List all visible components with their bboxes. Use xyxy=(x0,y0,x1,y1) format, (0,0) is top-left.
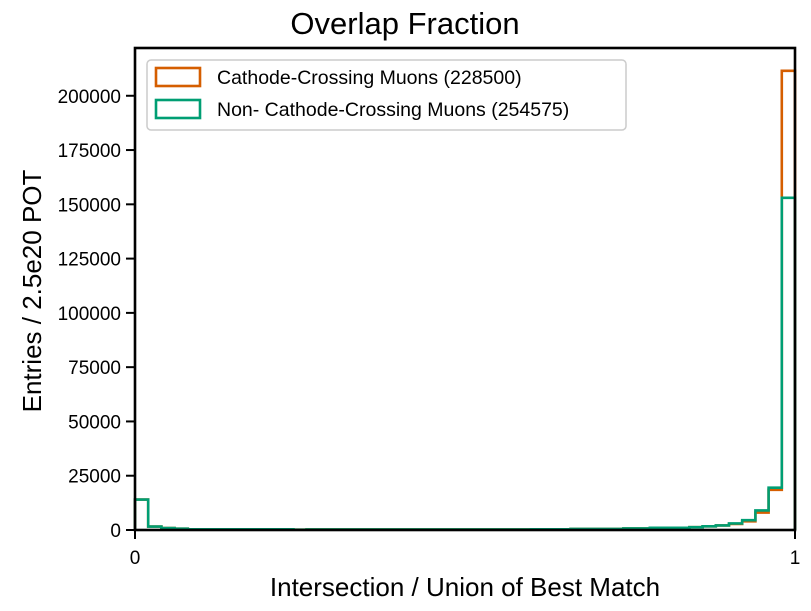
x-tick-label-1: 0 xyxy=(130,548,141,569)
series-2-bin-1 xyxy=(135,500,148,530)
series-2-step-outline xyxy=(133,196,797,531)
axes-layer: 0 25000 50000 75000 100000 125000 150000 175000… xyxy=(58,46,801,569)
x-tick-label-2: 1 xyxy=(790,548,801,569)
legend-label-2: Non- Cathode-Crossing Muons (254575) xyxy=(217,99,569,121)
series-layer xyxy=(133,69,797,531)
chart-title: Overlap Fraction xyxy=(290,6,519,41)
legend-label-1: Cathode-Crossing Muons (228500) xyxy=(217,67,522,89)
y-tick-label-5: 100000 xyxy=(58,304,121,325)
x-axis-label: Intersection / Union of Best Match xyxy=(270,572,660,602)
y-tick-label-9: 200000 xyxy=(58,87,121,108)
plot-area: 0 25000 50000 75000 100000 125000 150000 175000… xyxy=(58,46,801,569)
y-axis-label: Entries / 2.5e20 POT xyxy=(17,169,47,412)
y-tick-label-8: 175000 xyxy=(58,141,121,162)
series-2-bin-19 xyxy=(782,198,795,530)
y-tick-label-4: 75000 xyxy=(68,358,121,379)
y-tick-label-6: 125000 xyxy=(58,250,121,271)
series-2-bin-18 xyxy=(769,488,782,530)
legend-swatch-2 xyxy=(154,98,202,120)
series-2-bin-17 xyxy=(755,510,768,530)
legend-swatch-1 xyxy=(154,66,202,88)
y-tick-label-1: 0 xyxy=(110,521,121,542)
legend-box xyxy=(146,59,627,131)
axes-frame xyxy=(133,46,797,532)
y-tick-label-3: 50000 xyxy=(68,412,121,433)
series-2 xyxy=(133,196,797,531)
y-tick-label-2: 25000 xyxy=(68,467,121,488)
series-2-bin-16 xyxy=(742,520,755,530)
y-tick-label-7: 150000 xyxy=(58,195,121,216)
legend: Cathode-Crossing Muons (228500) Non- Cath… xyxy=(146,59,627,131)
